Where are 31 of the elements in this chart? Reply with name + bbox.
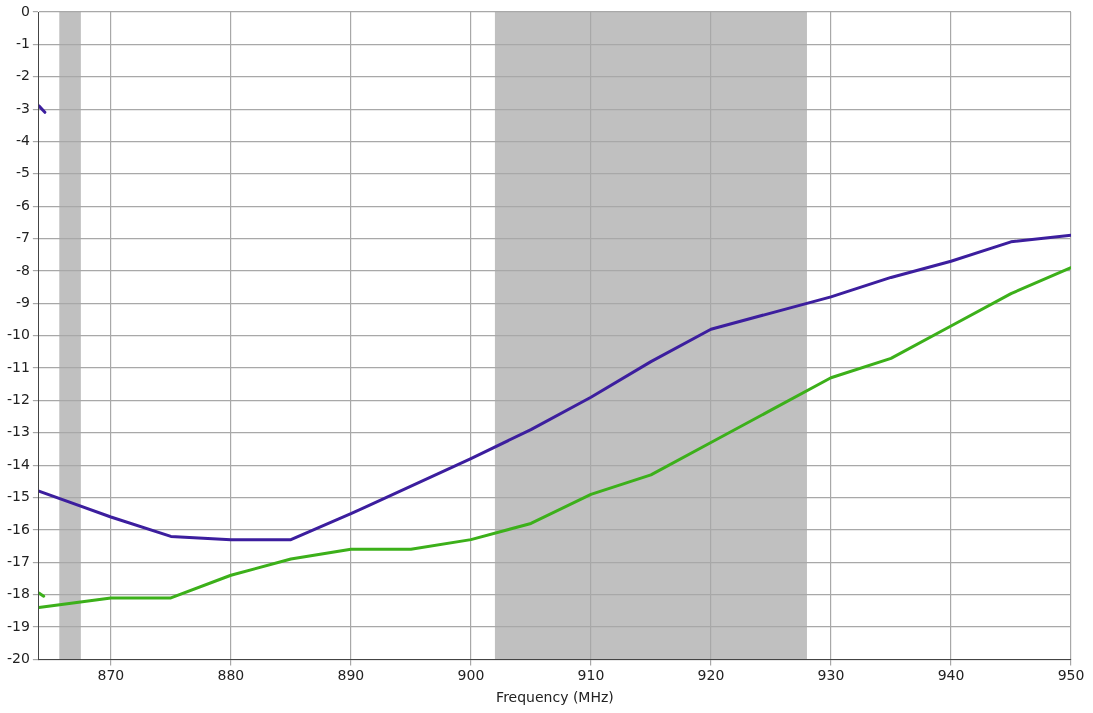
y-tick-label: -9 [15, 293, 30, 310]
x-tick-label: 950 [1057, 667, 1085, 684]
x-tick-label: 900 [457, 667, 485, 684]
y-tick-label: -3 [15, 99, 30, 116]
x-tick-label: 930 [817, 667, 845, 684]
y-tick-label: -10 [6, 326, 30, 343]
x-tick-label: 910 [577, 667, 605, 684]
y-tick-label: -20 [6, 650, 30, 667]
x-tick-label: 880 [217, 667, 245, 684]
y-tick-label: -19 [6, 617, 30, 634]
y-tick-label: -16 [6, 520, 30, 537]
y-tick-label: -5 [15, 164, 30, 181]
x-tick-label: 920 [697, 667, 725, 684]
y-tick-label: -13 [6, 423, 30, 440]
y-tick-label: -14 [6, 455, 30, 472]
y-tick-label: -12 [6, 391, 30, 408]
x-tick-label: 940 [937, 667, 965, 684]
y-tick-label: -11 [6, 358, 30, 375]
x-tick-label: 890 [337, 667, 365, 684]
y-tick-label: -18 [6, 585, 30, 602]
y-tick-label: -17 [6, 552, 30, 569]
x-axis-title: Frequency (MHz) [496, 689, 614, 706]
y-tick-label: -7 [15, 229, 30, 246]
y-tick-label: -6 [15, 196, 30, 213]
y-tick-label: -1 [15, 35, 30, 52]
y-tick-label: 0 [20, 2, 30, 19]
x-tick-label: 870 [97, 667, 125, 684]
y-tick-label: -8 [15, 261, 30, 278]
y-tick-label: -4 [15, 132, 30, 149]
y-tick-label: -15 [6, 488, 30, 505]
y-tick-label: -2 [15, 67, 30, 84]
